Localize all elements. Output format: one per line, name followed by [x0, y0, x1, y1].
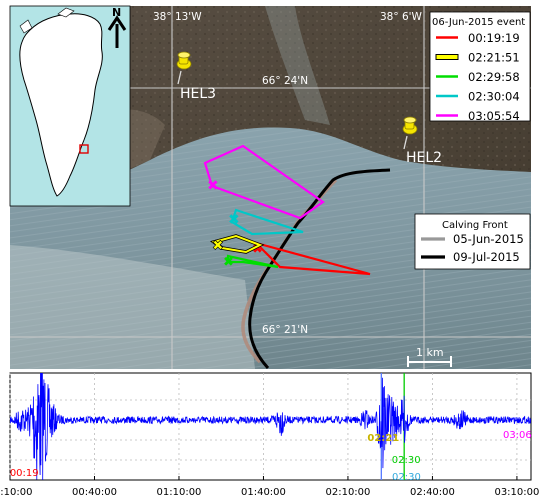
calving-legend-item: 09-Jul-2015	[421, 250, 520, 264]
event-legend-item: 02:29:58	[436, 70, 520, 84]
grid-label-lon-west: 38° 13'W	[153, 11, 202, 23]
event-legend-item: 02:30:04	[436, 90, 520, 104]
glacier-ice	[10, 245, 255, 369]
event-polygon-022958	[226, 254, 279, 269]
event-legend-label: 02:21:51	[468, 51, 520, 65]
calving-legend: Calving Front 05-Jun-2015 09-Jul-2015	[414, 213, 531, 270]
event-marker-023004: ✖	[228, 212, 240, 228]
grid-label-lon-east: 38° 6'W	[380, 11, 423, 23]
event-marker-031554: ✖	[207, 178, 219, 194]
grid-label-lat-north: 66° 24'N	[262, 75, 308, 87]
event-marker-label: 02:30	[392, 455, 421, 466]
event-marker-label: 02:30	[392, 472, 421, 483]
event-marker-label: 02:21	[367, 433, 399, 444]
event-legend: 06-Jun-2015 event 00:19:19 02:21:51 02:29:…	[429, 11, 531, 123]
station-hel3	[176, 51, 192, 85]
event-polygon-031554	[203, 144, 325, 220]
calving-legend-title: Calving Front	[442, 220, 508, 231]
seismogram-panel: 00:19 02:21 02:30 02:30 03:06 00:10:00 00:40:…	[0, 372, 539, 498]
x-tick-label: 01:40:00	[241, 487, 286, 498]
event-marker-022151: ✖	[212, 238, 224, 254]
event-legend-label: 02:29:58	[468, 70, 520, 84]
x-tick-label: 03:10:00	[494, 487, 539, 498]
event-marker-022958: ✖	[223, 255, 234, 270]
event-legend-label: 02:30:04	[468, 90, 520, 104]
calving-legend-label: 09-Jul-2015	[453, 250, 520, 264]
x-tick-label: 01:10:00	[157, 487, 202, 498]
grid-label-lat-south: 66° 21'N	[262, 324, 308, 336]
calving-legend-label: 05-Jun-2015	[453, 232, 524, 246]
event-legend-label: 03:05:54	[468, 109, 520, 123]
scale-bar-label: 1 km	[416, 346, 444, 359]
greenland-outline	[19, 13, 103, 197]
event-legend-item: 00:19:19	[436, 31, 520, 45]
x-tick-label: 00:10:00	[0, 487, 32, 498]
event-polygon-001919	[252, 240, 371, 276]
calving-legend-item: 05-Jun-2015	[421, 232, 524, 246]
event-marker-label: 03:06	[503, 430, 532, 441]
seismogram-trace	[10, 373, 531, 480]
station-label-hel3: HEL3	[180, 86, 216, 102]
station-label-hel2: HEL2	[406, 150, 442, 166]
event-marker-label: 00:19	[10, 468, 39, 479]
event-polygon-023004	[230, 208, 304, 236]
event-legend-item: 02:21:51	[435, 51, 520, 65]
x-tick-label: 00:40:00	[72, 487, 117, 498]
north-arrow-icon	[107, 15, 127, 48]
event-legend-label: 00:19:19	[468, 31, 520, 45]
event-legend-title: 06-Jun-2015 event	[432, 17, 525, 28]
north-arrow-label: N	[112, 6, 121, 19]
station-hel2	[402, 116, 418, 150]
x-tick-label: 02:40:00	[410, 487, 455, 498]
inset-location-marker	[79, 144, 89, 154]
event-marker-001919: ✖	[252, 242, 263, 257]
legend-swatch	[435, 54, 459, 60]
scale-bar	[407, 356, 452, 367]
event-legend-item: 03:05:54	[436, 109, 520, 123]
inset-map	[9, 5, 131, 207]
x-tick-label: 02:10:00	[325, 487, 370, 498]
